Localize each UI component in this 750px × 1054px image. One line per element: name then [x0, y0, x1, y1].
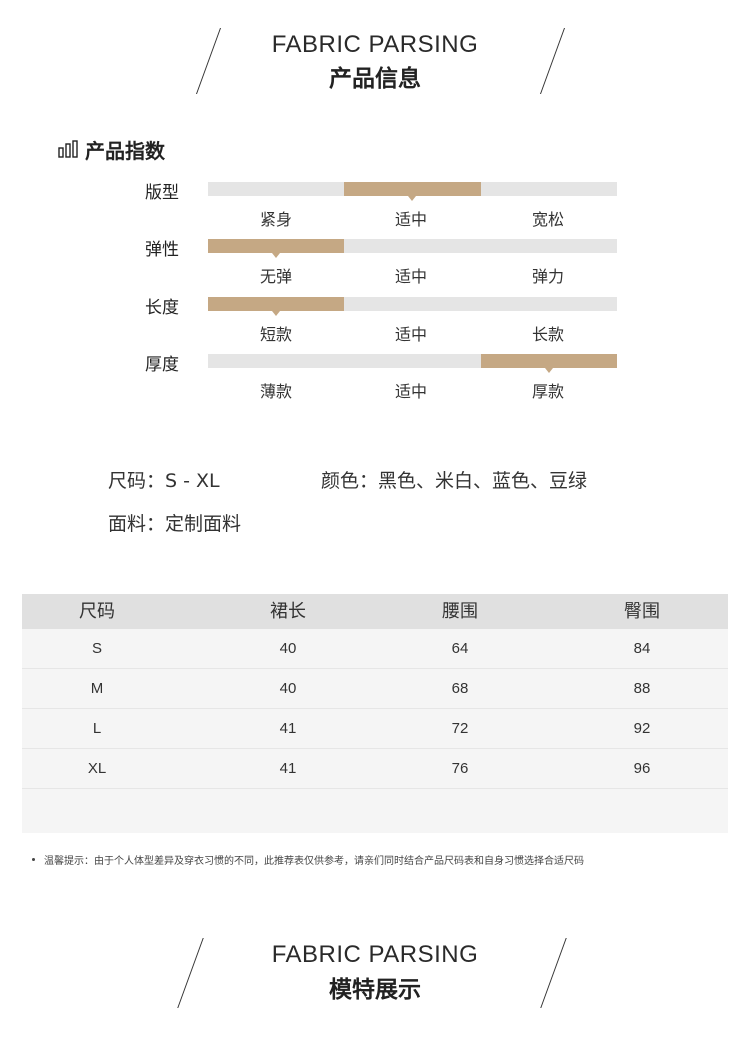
index-option-label: 弹力: [531, 267, 564, 286]
header-cell: 裙长: [270, 601, 306, 622]
table-cell: 40: [279, 680, 297, 697]
header-cell: 腰围: [442, 601, 478, 622]
table-cell: 88: [633, 680, 651, 697]
table-cell: 96: [633, 760, 651, 777]
table-cell: 40: [279, 640, 297, 657]
table-cell: 76: [451, 760, 469, 777]
index-option-label: 适中: [394, 382, 427, 401]
index-scale-bar: [208, 182, 617, 201]
size-table: 尺码 裙长 腰围 臀围 S 40 64 84 M 40 68 88 L 41 7…: [22, 594, 728, 833]
table-cell: M: [90, 680, 104, 697]
index-title: 产品指数: [85, 138, 165, 163]
selected-segment: [208, 239, 345, 258]
index-option-label: 薄款: [259, 382, 292, 401]
table-cell: 84: [633, 640, 651, 657]
size-range: 尺码：S - XL: [108, 470, 220, 492]
table-row: S 40 64 84: [22, 629, 728, 669]
size-table-header: 尺码 裙长 腰围 臀围: [22, 594, 728, 629]
index-row-label: 弹性: [145, 240, 179, 260]
bar-chart-icon: [58, 140, 78, 158]
header-cell: 尺码: [79, 601, 115, 622]
table-cell: 41: [279, 760, 297, 777]
selected-segment: [344, 182, 481, 201]
index-heading: 产品指数: [58, 136, 165, 163]
table-row: XL 41 76 96: [22, 749, 728, 789]
index-row-label: 版型: [145, 183, 179, 203]
bullet-icon: [32, 858, 35, 861]
index-option-label: 适中: [394, 210, 427, 229]
table-row: L 41 72 92: [22, 709, 728, 749]
index-option-label: 宽松: [531, 210, 564, 229]
index-option-label: 适中: [394, 325, 427, 344]
index-option-label: 适中: [394, 267, 427, 286]
selection-marker-icon: [408, 196, 417, 201]
index-scale-bar: [208, 297, 617, 316]
table-row: M 40 68 88: [22, 669, 728, 709]
index-row-label: 厚度: [145, 355, 179, 375]
index-option-label: 厚款: [531, 382, 564, 401]
index-option-label: 无弹: [259, 267, 292, 286]
selection-marker-icon: [544, 368, 553, 373]
index-option-label: 短款: [259, 325, 292, 344]
selection-marker-icon: [272, 311, 281, 316]
selected-segment: [480, 354, 617, 373]
fabric-info: 面料：定制面料: [108, 513, 242, 535]
table-cell: XL: [87, 760, 107, 777]
section-title-zh: 模特展示: [329, 977, 421, 1003]
table-cell: 92: [633, 720, 651, 737]
table-cell: 68: [451, 680, 469, 697]
index-scale-bar: [208, 239, 617, 258]
section-title-en: FABRIC PARSING: [271, 31, 479, 58]
table-cell: 64: [451, 640, 469, 657]
index-option-label: 长款: [531, 325, 564, 344]
selected-segment: [208, 297, 345, 316]
section-title-zh: 产品信息: [329, 66, 421, 92]
tip-text: 温馨提示：由于个人体型差异及穿衣习惯的不同，此推荐表仅供参考，请亲们同时结合产品…: [44, 856, 584, 867]
table-cell: 72: [451, 720, 469, 737]
table-footer-space: [22, 789, 728, 833]
index-option-label: 紧身: [259, 210, 292, 229]
index-scale-bar: [208, 354, 617, 373]
tip-line: 温馨提示：由于个人体型差异及穿衣习惯的不同，此推荐表仅供参考，请亲们同时结合产品…: [32, 852, 584, 867]
header-cell: 臀围: [624, 601, 660, 622]
table-cell: S: [91, 640, 102, 657]
table-cell: L: [92, 720, 102, 737]
table-cell: 41: [279, 720, 297, 737]
color-options: 颜色：黑色、米白、蓝色、豆绿: [321, 470, 588, 492]
index-row-label: 长度: [145, 298, 179, 318]
selection-marker-icon: [272, 253, 281, 258]
section-title-en: FABRIC PARSING: [271, 941, 479, 968]
